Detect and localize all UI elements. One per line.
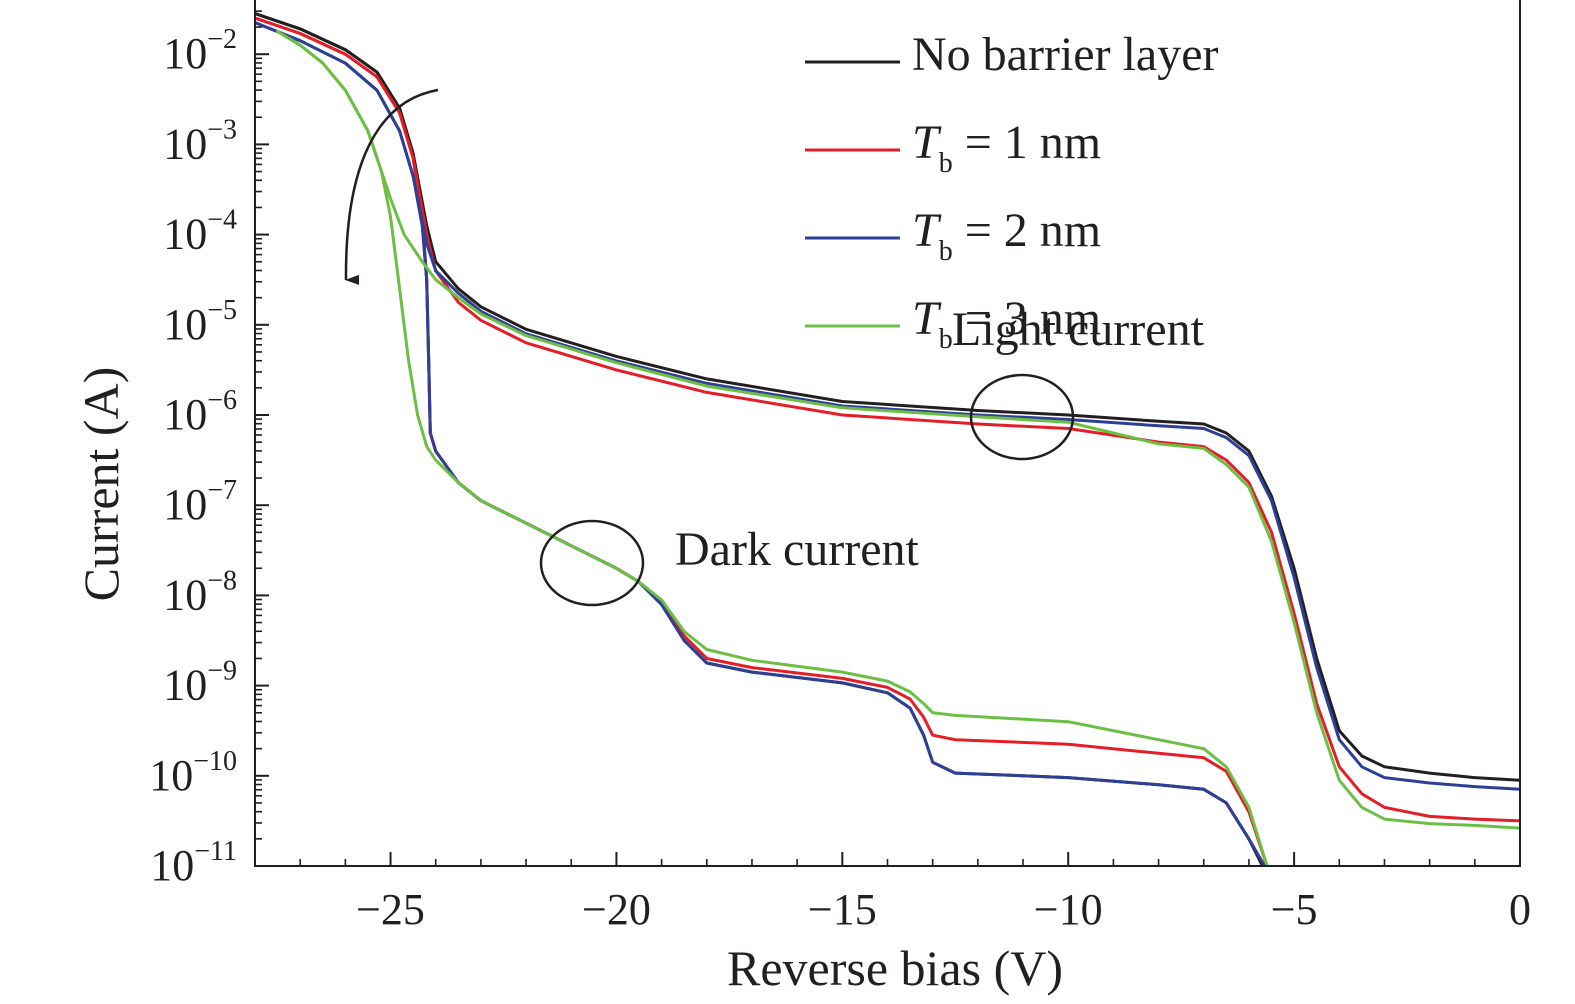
x-tick-label: 0 bbox=[1509, 885, 1531, 934]
dark-current-label: Dark current bbox=[675, 523, 920, 576]
series-0-light-line bbox=[255, 12, 1520, 782]
series-3-dark-line bbox=[276, 30, 1269, 866]
trend-arrow bbox=[344, 88, 439, 285]
annotations: Light current Dark current bbox=[344, 88, 1205, 607]
light-current-label: Light current bbox=[952, 303, 1205, 356]
series-1-dark-line bbox=[255, 16, 1269, 866]
y-tick-label: 10−4 bbox=[163, 205, 237, 259]
legend: No barrier layer Tb = 1 nm Tb = 2 nm Tb = 3… bbox=[805, 28, 1219, 355]
x-tick-label: −20 bbox=[582, 885, 651, 934]
y-tick-label: 10−11 bbox=[150, 836, 237, 890]
y-tick-label: 10−8 bbox=[163, 565, 237, 619]
y-tick-label: 10−3 bbox=[163, 114, 237, 168]
series-layer bbox=[255, 12, 1520, 866]
x-ticks: −25 −20 −15 −10 −5 0 bbox=[299, 852, 1531, 934]
x-tick-label: −15 bbox=[808, 885, 877, 934]
series-2-dark-line bbox=[255, 21, 1267, 866]
dark-current-ellipse bbox=[539, 519, 645, 607]
y-tick-label: 10−6 bbox=[163, 385, 237, 439]
axes bbox=[254, 0, 1521, 867]
light-current-ellipse bbox=[969, 373, 1075, 461]
legend-label: Tb = 3 nm bbox=[912, 292, 1101, 355]
y-tick-label: 10−5 bbox=[163, 295, 237, 349]
y-ticks: 10−2 10−3 10−4 10−5 10−6 10−7 10−8 10−9 10−10 10−… bbox=[149, 10, 269, 890]
y-tick-label: 10−7 bbox=[163, 475, 237, 529]
legend-label: Tb = 1 nm bbox=[912, 116, 1101, 179]
x-tick-label: −5 bbox=[1271, 885, 1318, 934]
x-tick-label: −25 bbox=[356, 885, 425, 934]
legend-label: No barrier layer bbox=[912, 28, 1219, 81]
y-tick-label: 10−9 bbox=[163, 656, 237, 710]
legend-label: Tb = 2 nm bbox=[912, 204, 1101, 267]
y-axis-title: Current (A) bbox=[73, 367, 129, 602]
y-tick-label: 10−10 bbox=[149, 746, 237, 800]
x-tick-label: −10 bbox=[1034, 885, 1103, 934]
x-axis-title: Reverse bias (V) bbox=[727, 940, 1063, 996]
y-tick-label: 10−2 bbox=[163, 24, 237, 78]
series-0-dark-line bbox=[255, 12, 1264, 866]
